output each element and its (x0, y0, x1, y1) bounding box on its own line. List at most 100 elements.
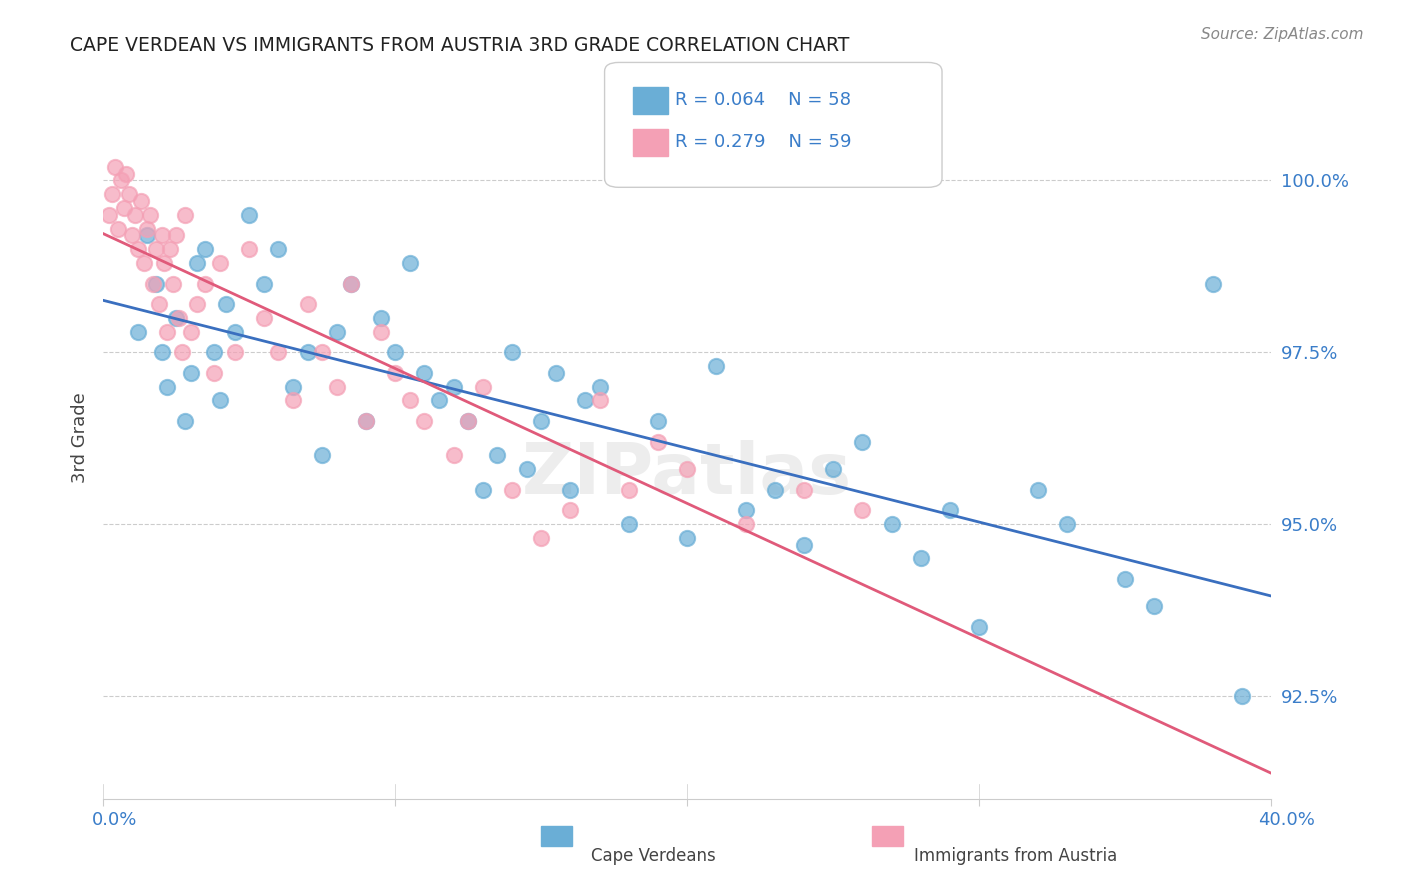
Point (267, 242, 290, 256)
Point (202, 345, 225, 359)
Point (793, 483, 815, 497)
Point (1202, 277, 1225, 291)
Point (112, 201, 135, 215)
Point (224, 345, 246, 359)
Point (118, 187, 141, 202)
Point (208, 393, 231, 408)
Point (162, 277, 184, 291)
Point (704, 359, 727, 373)
Point (150, 345, 173, 359)
Point (150, 228, 173, 243)
Point (530, 414, 553, 428)
Point (763, 483, 786, 497)
Point (588, 379, 610, 393)
Point (910, 551, 932, 566)
Point (413, 414, 436, 428)
Point (121, 228, 143, 243)
Point (167, 310, 190, 325)
Point (676, 462, 699, 476)
Point (194, 277, 217, 291)
Point (194, 242, 217, 256)
Point (939, 503, 962, 517)
Text: 0.0%: 0.0% (91, 811, 136, 829)
Point (215, 297, 238, 311)
Point (793, 537, 815, 551)
Point (515, 462, 537, 476)
Point (104, 160, 127, 174)
Point (129, 194, 152, 208)
Point (180, 325, 202, 339)
Point (560, 483, 582, 497)
Point (443, 448, 465, 462)
Point (1114, 572, 1136, 586)
Point (238, 242, 260, 256)
Point (851, 503, 873, 517)
Text: Cape Verdeans: Cape Verdeans (591, 847, 716, 865)
Point (457, 414, 479, 428)
Point (560, 503, 582, 517)
Point (145, 277, 167, 291)
Point (101, 187, 124, 202)
Point (398, 393, 420, 408)
Point (457, 414, 479, 428)
Point (427, 393, 450, 408)
Point (208, 256, 231, 270)
Point (127, 242, 149, 256)
Point (107, 221, 129, 235)
Point (136, 228, 159, 243)
Point (224, 325, 246, 339)
Point (880, 516, 903, 531)
Point (267, 345, 290, 359)
Point (173, 208, 195, 222)
Point (588, 393, 610, 408)
Point (734, 503, 756, 517)
Point (734, 516, 756, 531)
Point (967, 620, 990, 634)
Point (142, 277, 165, 291)
Point (325, 379, 347, 393)
Point (156, 325, 179, 339)
Point (1056, 516, 1078, 531)
Point (413, 366, 436, 380)
Point (574, 393, 596, 408)
Point (281, 393, 304, 408)
Point (110, 173, 132, 187)
Point (132, 256, 155, 270)
Point (384, 345, 406, 359)
Point (145, 242, 167, 256)
Text: CAPE VERDEAN VS IMMIGRANTS FROM AUSTRIA 3RD GRADE CORRELATION CHART: CAPE VERDEAN VS IMMIGRANTS FROM AUSTRIA … (70, 36, 849, 54)
Point (443, 379, 465, 393)
Point (180, 366, 202, 380)
Point (253, 310, 276, 325)
Point (115, 167, 138, 181)
Point (617, 516, 640, 531)
Point (354, 414, 377, 428)
Point (253, 277, 276, 291)
Point (647, 434, 669, 449)
Point (340, 277, 363, 291)
Point (398, 256, 420, 270)
Point (173, 414, 195, 428)
Point (1026, 483, 1049, 497)
Point (325, 325, 347, 339)
Point (156, 379, 179, 393)
Point (851, 434, 873, 449)
Point (127, 325, 149, 339)
Point (340, 277, 363, 291)
Point (471, 379, 494, 393)
Point (370, 310, 392, 325)
Point (617, 483, 640, 497)
Point (139, 208, 162, 222)
Point (311, 345, 333, 359)
Point (530, 531, 553, 545)
Point (124, 208, 146, 222)
Point (354, 414, 377, 428)
Point (98, 208, 121, 222)
Point (281, 379, 304, 393)
Point (311, 448, 333, 462)
Point (486, 448, 509, 462)
Point (370, 325, 392, 339)
Point (153, 256, 176, 270)
Point (544, 366, 567, 380)
Text: Source: ZipAtlas.com: Source: ZipAtlas.com (1201, 27, 1364, 42)
